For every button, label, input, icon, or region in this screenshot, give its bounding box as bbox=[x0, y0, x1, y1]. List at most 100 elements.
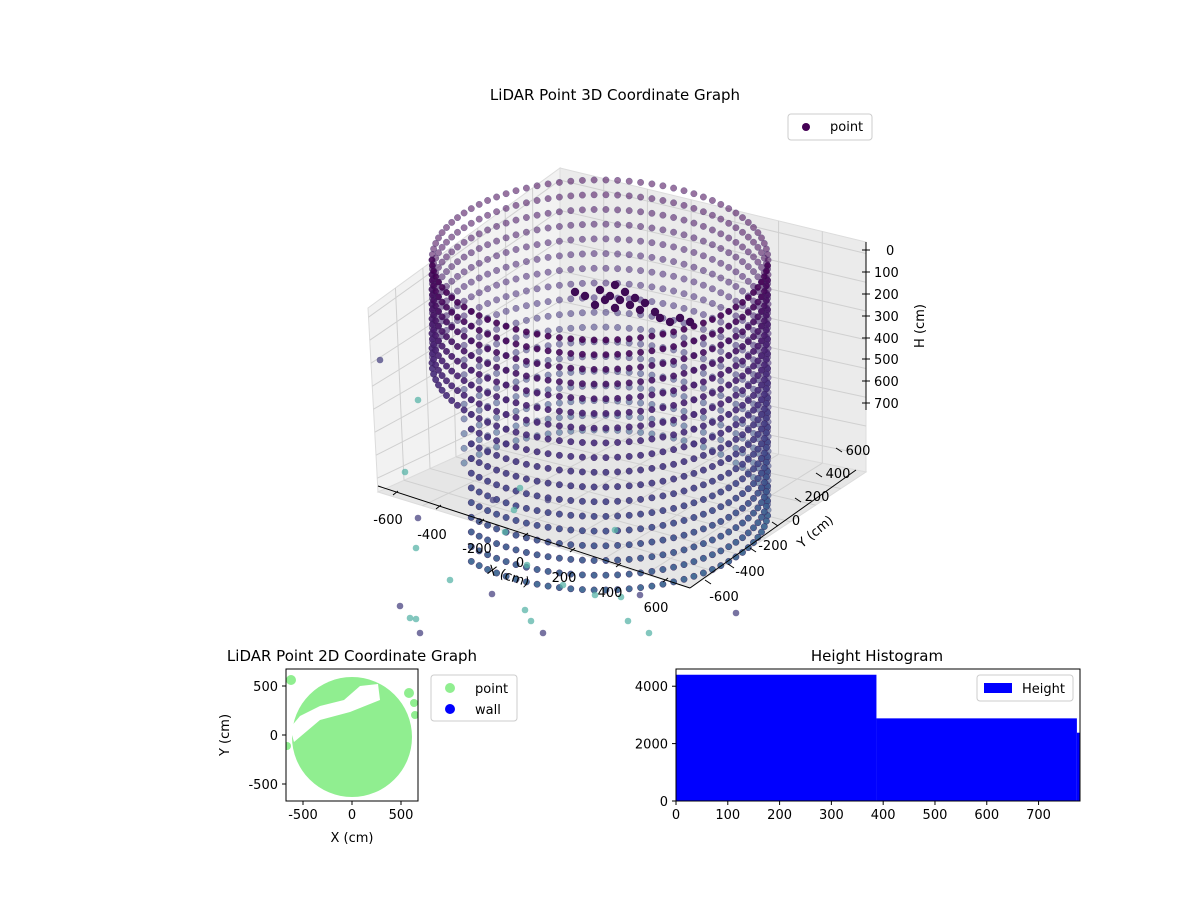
cloud-point bbox=[449, 353, 455, 359]
cloud-point bbox=[670, 417, 676, 423]
cloud-point bbox=[755, 431, 761, 437]
cloud-point bbox=[534, 256, 540, 262]
cloud-point bbox=[718, 415, 724, 421]
cloud-point bbox=[745, 471, 751, 477]
cloud-point bbox=[637, 379, 643, 385]
cloud-point bbox=[709, 212, 715, 218]
cloud-point bbox=[614, 469, 620, 475]
cloud-point bbox=[503, 397, 509, 403]
cloud-point bbox=[568, 483, 574, 489]
cloud-point bbox=[454, 387, 460, 393]
cloud-point bbox=[568, 586, 574, 592]
cloud-point bbox=[468, 426, 474, 432]
cloud-point bbox=[763, 246, 769, 252]
cloud-point bbox=[534, 212, 540, 218]
cloud-point bbox=[637, 555, 643, 561]
cloud-point bbox=[670, 214, 676, 220]
cloud-point bbox=[545, 465, 551, 471]
cloud-point bbox=[733, 436, 739, 442]
cloud-point bbox=[591, 192, 597, 198]
cloud-point bbox=[670, 461, 676, 467]
cloud-cluster bbox=[666, 318, 674, 326]
cloud-point bbox=[681, 414, 687, 420]
cloud-point bbox=[493, 444, 499, 450]
cloud-point bbox=[718, 401, 724, 407]
cloud-point bbox=[739, 343, 745, 349]
cloud-point bbox=[681, 423, 687, 429]
cloud-point bbox=[461, 342, 467, 348]
cloud-point bbox=[718, 312, 724, 318]
cloud-point bbox=[637, 467, 643, 473]
cloud-point bbox=[454, 314, 460, 320]
cloud-point bbox=[739, 329, 745, 335]
cloud-point bbox=[709, 405, 715, 411]
cloud-point bbox=[484, 360, 490, 366]
cloud-point bbox=[718, 445, 724, 451]
cloud-point bbox=[461, 460, 467, 466]
cloud-point bbox=[750, 268, 756, 274]
cloud-point bbox=[750, 407, 756, 413]
cloud-point bbox=[709, 375, 715, 381]
cloud-point bbox=[626, 527, 632, 533]
cloud-point bbox=[513, 276, 519, 282]
cloud-point bbox=[603, 454, 609, 460]
cloud-cluster bbox=[686, 318, 694, 326]
cloud-point bbox=[556, 555, 562, 561]
cloud-point bbox=[493, 379, 499, 385]
cloud-point bbox=[579, 542, 585, 548]
cloud-point bbox=[513, 444, 519, 450]
cloud-point bbox=[660, 566, 666, 572]
cloud-point bbox=[739, 373, 745, 379]
cloud-point bbox=[468, 470, 474, 476]
cloud-point bbox=[556, 238, 562, 244]
cloud-point bbox=[681, 370, 687, 376]
cloud-point bbox=[568, 453, 574, 459]
cloud-point bbox=[718, 392, 724, 398]
cloud-point bbox=[626, 193, 632, 199]
cloud-point bbox=[755, 461, 761, 467]
cloud-point bbox=[503, 426, 509, 432]
cloud-point bbox=[750, 451, 756, 457]
cloud-point bbox=[681, 202, 687, 208]
cloud-point bbox=[755, 372, 761, 378]
cloud-point bbox=[545, 333, 551, 339]
cloud-point bbox=[750, 392, 756, 398]
cloud-point bbox=[637, 400, 643, 406]
cloud-point bbox=[523, 505, 529, 511]
cloud-point bbox=[579, 557, 585, 563]
cloud-point bbox=[670, 505, 676, 511]
cloud-point bbox=[637, 223, 643, 229]
cloud-point bbox=[513, 335, 519, 341]
cloud-point bbox=[523, 432, 529, 438]
cloud-point bbox=[718, 378, 724, 384]
cloud-point bbox=[733, 254, 739, 260]
cloud-point bbox=[637, 209, 643, 215]
cloud-point bbox=[591, 484, 597, 490]
cloud-point bbox=[626, 586, 632, 592]
cloud-point bbox=[449, 324, 455, 330]
cloud-point bbox=[449, 249, 455, 255]
cloud-point bbox=[700, 326, 706, 332]
cloud-point bbox=[493, 414, 499, 420]
cloud-point bbox=[591, 236, 597, 242]
cloud-point bbox=[745, 397, 751, 403]
cloud-point bbox=[476, 415, 482, 421]
cloud-point bbox=[626, 394, 632, 400]
cloud-point bbox=[476, 334, 482, 340]
cloud-point bbox=[503, 485, 509, 491]
cloud-point bbox=[534, 552, 540, 558]
cloud-point bbox=[454, 259, 460, 265]
cloud-point bbox=[493, 349, 499, 355]
cloud-point bbox=[484, 212, 490, 218]
cloud-point bbox=[579, 236, 585, 242]
outlier-point bbox=[511, 507, 518, 514]
cloud-point bbox=[733, 416, 739, 422]
cloud-point bbox=[534, 271, 540, 277]
cloud-point bbox=[503, 220, 509, 226]
cloud-point bbox=[681, 438, 687, 444]
cloud-point bbox=[493, 320, 499, 326]
x-tick-label: 600 bbox=[644, 601, 669, 616]
cloud-point bbox=[691, 220, 697, 226]
cloud-point bbox=[649, 583, 655, 589]
cloud-point bbox=[733, 313, 739, 319]
